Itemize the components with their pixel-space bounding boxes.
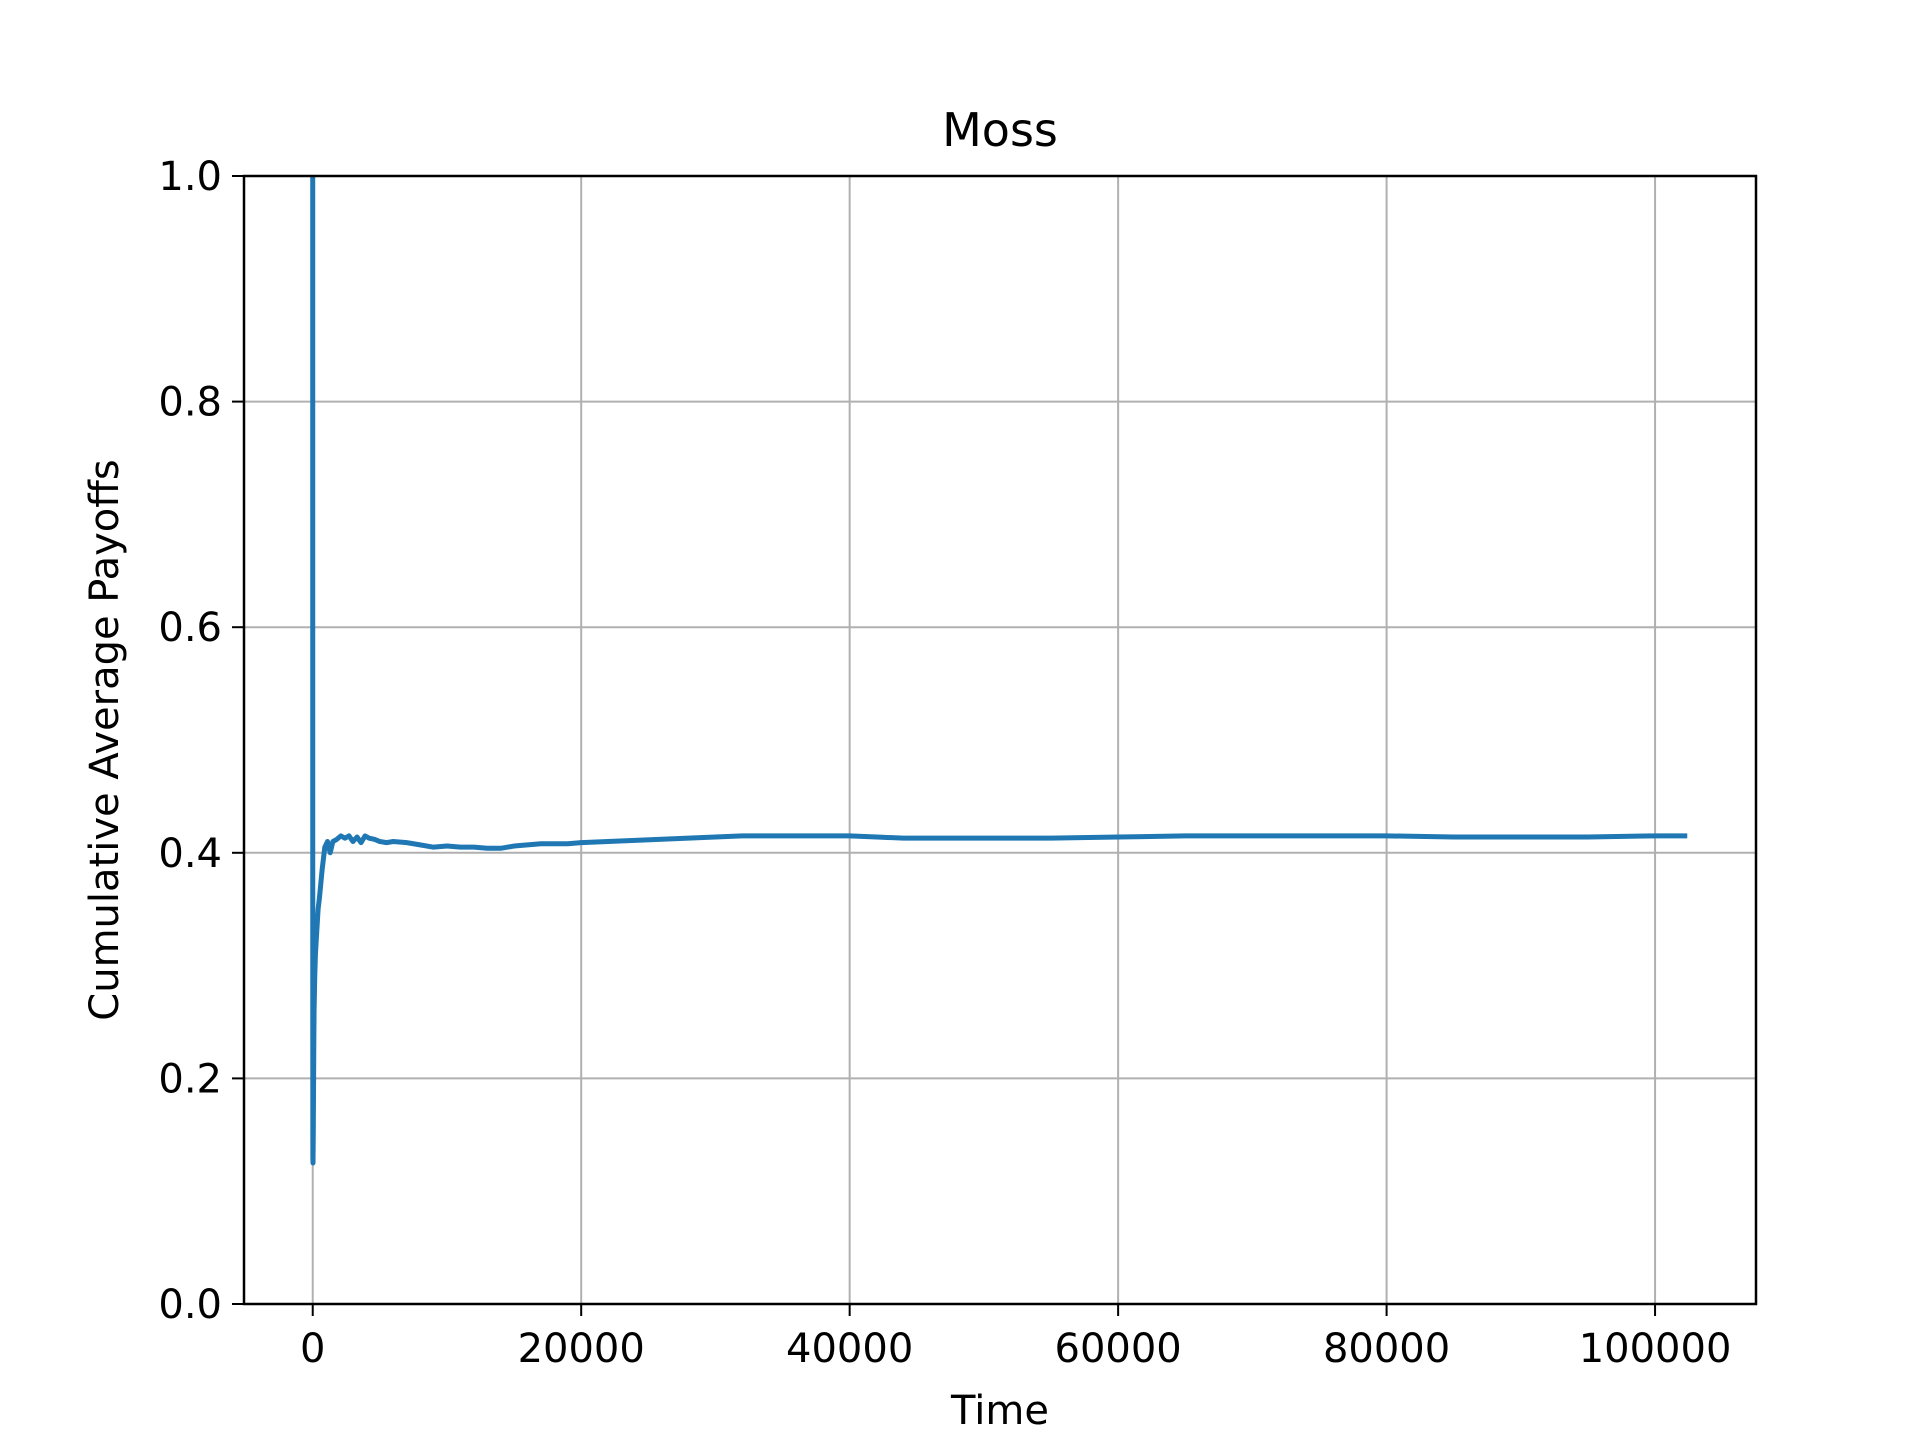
x-tick-label: 40000 — [786, 1326, 913, 1372]
x-tick-label: 60000 — [1055, 1326, 1182, 1372]
x-axis-label: Time — [950, 1388, 1049, 1434]
plot-frame — [242, 174, 1758, 1306]
x-tick-label: 0 — [300, 1326, 325, 1372]
y-axis: 0.0 0.2 0.4 0.6 0.8 1.0 — [158, 154, 244, 1328]
x-tick-label: 20000 — [518, 1326, 645, 1372]
y-tick-label: 0.2 — [158, 1056, 222, 1102]
y-tick-label: 0.0 — [158, 1282, 222, 1328]
y-tick-label: 0.4 — [158, 831, 222, 877]
grid — [244, 175, 1756, 1305]
y-tick-label: 0.6 — [158, 605, 222, 651]
y-tick-label: 1.0 — [158, 154, 222, 200]
series-layer — [310, 175, 1688, 1166]
x-axis: 0 20000 40000 60000 80000 100000 — [300, 1304, 1731, 1372]
x-tick-label: 100000 — [1579, 1326, 1732, 1372]
x-tick-label: 80000 — [1323, 1326, 1450, 1372]
y-tick-label: 0.8 — [158, 380, 222, 426]
y-axis-label: Cumulative Average Payoffs — [82, 459, 128, 1020]
chart-title: Moss — [942, 103, 1058, 157]
series-line — [310, 175, 1688, 1166]
